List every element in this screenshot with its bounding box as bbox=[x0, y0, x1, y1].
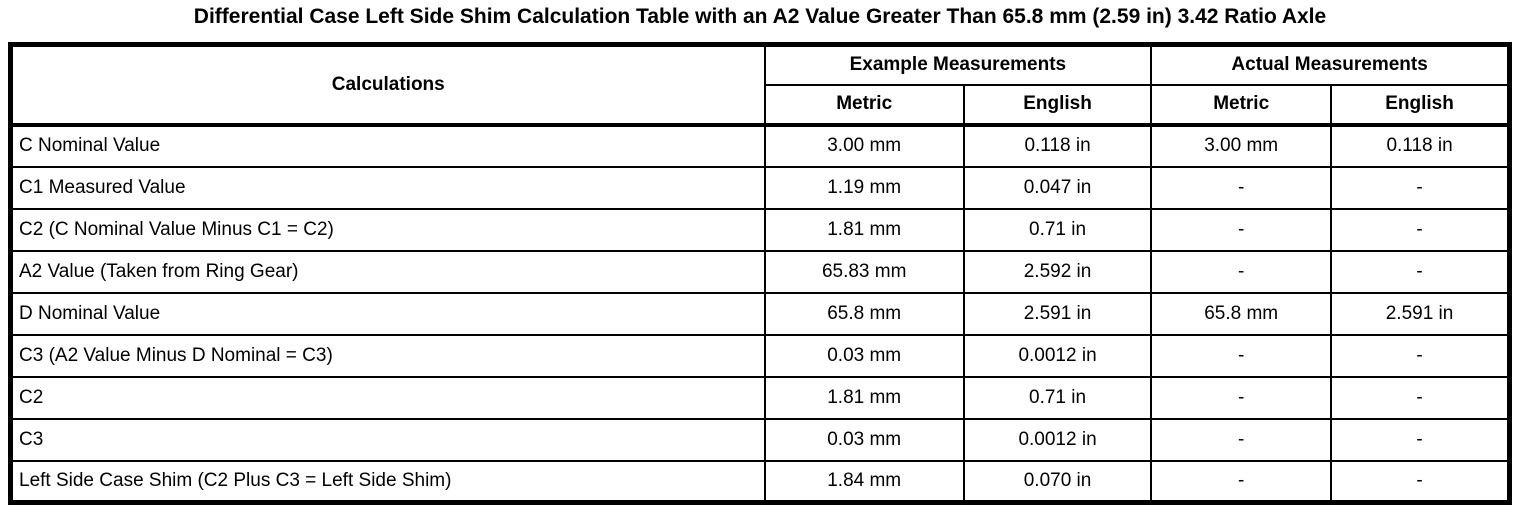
table-row: C1 Measured Value 1.19 mm 0.047 in - - bbox=[9, 165, 1511, 210]
table-row: Left Side Case Shim (C2 Plus C3 = Left S… bbox=[9, 459, 1511, 504]
example-metric-cell: 1.81 mm bbox=[763, 375, 965, 420]
example-english-cell: 0.070 in bbox=[962, 459, 1153, 504]
actual-english-cell: 0.118 in bbox=[1330, 123, 1511, 168]
shim-calculation-table: Calculations Example Measurements Actual… bbox=[8, 42, 1512, 505]
calculation-label-cell: C1 Measured Value bbox=[9, 165, 766, 210]
column-header-calculations: Calculations bbox=[9, 43, 766, 126]
example-english-cell: 0.71 in bbox=[962, 207, 1153, 252]
column-header-actual-metric: Metric bbox=[1150, 83, 1333, 126]
example-metric-cell: 65.83 mm bbox=[763, 249, 965, 294]
example-english-cell: 0.0012 in bbox=[962, 333, 1153, 378]
example-english-cell: 0.71 in bbox=[962, 375, 1153, 420]
calculation-label-cell: A2 Value (Taken from Ring Gear) bbox=[9, 249, 766, 294]
example-english-cell: 0.0012 in bbox=[962, 417, 1153, 462]
calculation-label-cell: C2 bbox=[9, 375, 766, 420]
table-row: C Nominal Value 3.00 mm 0.118 in 3.00 mm… bbox=[9, 123, 1511, 168]
group-header-actual-measurements: Actual Measurements bbox=[1150, 43, 1511, 86]
actual-metric-cell: - bbox=[1150, 459, 1333, 504]
group-header-example-measurements: Example Measurements bbox=[763, 43, 1153, 86]
actual-english-cell: - bbox=[1330, 417, 1511, 462]
actual-metric-cell: - bbox=[1150, 375, 1333, 420]
calculation-label-cell: D Nominal Value bbox=[9, 291, 766, 336]
actual-english-cell: - bbox=[1330, 375, 1511, 420]
table-row: C3 0.03 mm 0.0012 in - - bbox=[9, 417, 1511, 462]
column-header-example-english: English bbox=[962, 83, 1153, 126]
example-metric-cell: 3.00 mm bbox=[763, 123, 965, 168]
column-header-actual-english: English bbox=[1330, 83, 1511, 126]
actual-english-cell: - bbox=[1330, 207, 1511, 252]
actual-english-cell: - bbox=[1330, 249, 1511, 294]
table-row: C3 (A2 Value Minus D Nominal = C3) 0.03 … bbox=[9, 333, 1511, 378]
calculation-label-cell: C3 bbox=[9, 417, 766, 462]
table-row: A2 Value (Taken from Ring Gear) 65.83 mm… bbox=[9, 249, 1511, 294]
actual-metric-cell: 3.00 mm bbox=[1150, 123, 1333, 168]
example-metric-cell: 1.81 mm bbox=[763, 207, 965, 252]
actual-english-cell: - bbox=[1330, 459, 1511, 504]
example-english-cell: 0.118 in bbox=[962, 123, 1153, 168]
example-metric-cell: 65.8 mm bbox=[763, 291, 965, 336]
actual-metric-cell: - bbox=[1150, 417, 1333, 462]
example-english-cell: 2.592 in bbox=[962, 249, 1153, 294]
example-english-cell: 0.047 in bbox=[962, 165, 1153, 210]
table-row: C2 1.81 mm 0.71 in - - bbox=[9, 375, 1511, 420]
calculation-label-cell: Left Side Case Shim (C2 Plus C3 = Left S… bbox=[9, 459, 766, 504]
example-english-cell: 2.591 in bbox=[962, 291, 1153, 336]
unit-header-row: Metric English Metric English bbox=[10, 83, 1511, 126]
page-title: Differential Case Left Side Shim Calcula… bbox=[193, 5, 1327, 28]
calculation-label-cell: C3 (A2 Value Minus D Nominal = C3) bbox=[9, 333, 766, 378]
table-header: Calculations Example Measurements Actual… bbox=[9, 43, 1511, 126]
table-row: C2 (C Nominal Value Minus C1 = C2) 1.81 … bbox=[9, 207, 1511, 252]
actual-english-cell: - bbox=[1330, 165, 1511, 210]
actual-metric-cell: - bbox=[1150, 333, 1333, 378]
actual-metric-cell: - bbox=[1150, 249, 1333, 294]
table-body: C Nominal Value 3.00 mm 0.118 in 3.00 mm… bbox=[9, 123, 1511, 504]
group-header-row: Calculations Example Measurements Actual… bbox=[9, 43, 1511, 126]
actual-metric-cell: 65.8 mm bbox=[1150, 291, 1333, 336]
example-metric-cell: 1.19 mm bbox=[763, 165, 965, 210]
actual-english-cell: 2.591 in bbox=[1330, 291, 1511, 336]
example-metric-cell: 0.03 mm bbox=[763, 417, 965, 462]
actual-english-cell: - bbox=[1330, 333, 1511, 378]
actual-metric-cell: - bbox=[1150, 165, 1333, 210]
example-metric-cell: 0.03 mm bbox=[763, 333, 965, 378]
calculation-label-cell: C2 (C Nominal Value Minus C1 = C2) bbox=[9, 207, 766, 252]
column-header-example-metric: Metric bbox=[763, 83, 965, 126]
table-row: D Nominal Value 65.8 mm 2.591 in 65.8 mm… bbox=[9, 291, 1511, 336]
example-metric-cell: 1.84 mm bbox=[763, 459, 965, 504]
calculation-label-cell: C Nominal Value bbox=[9, 123, 766, 168]
actual-metric-cell: - bbox=[1150, 207, 1333, 252]
